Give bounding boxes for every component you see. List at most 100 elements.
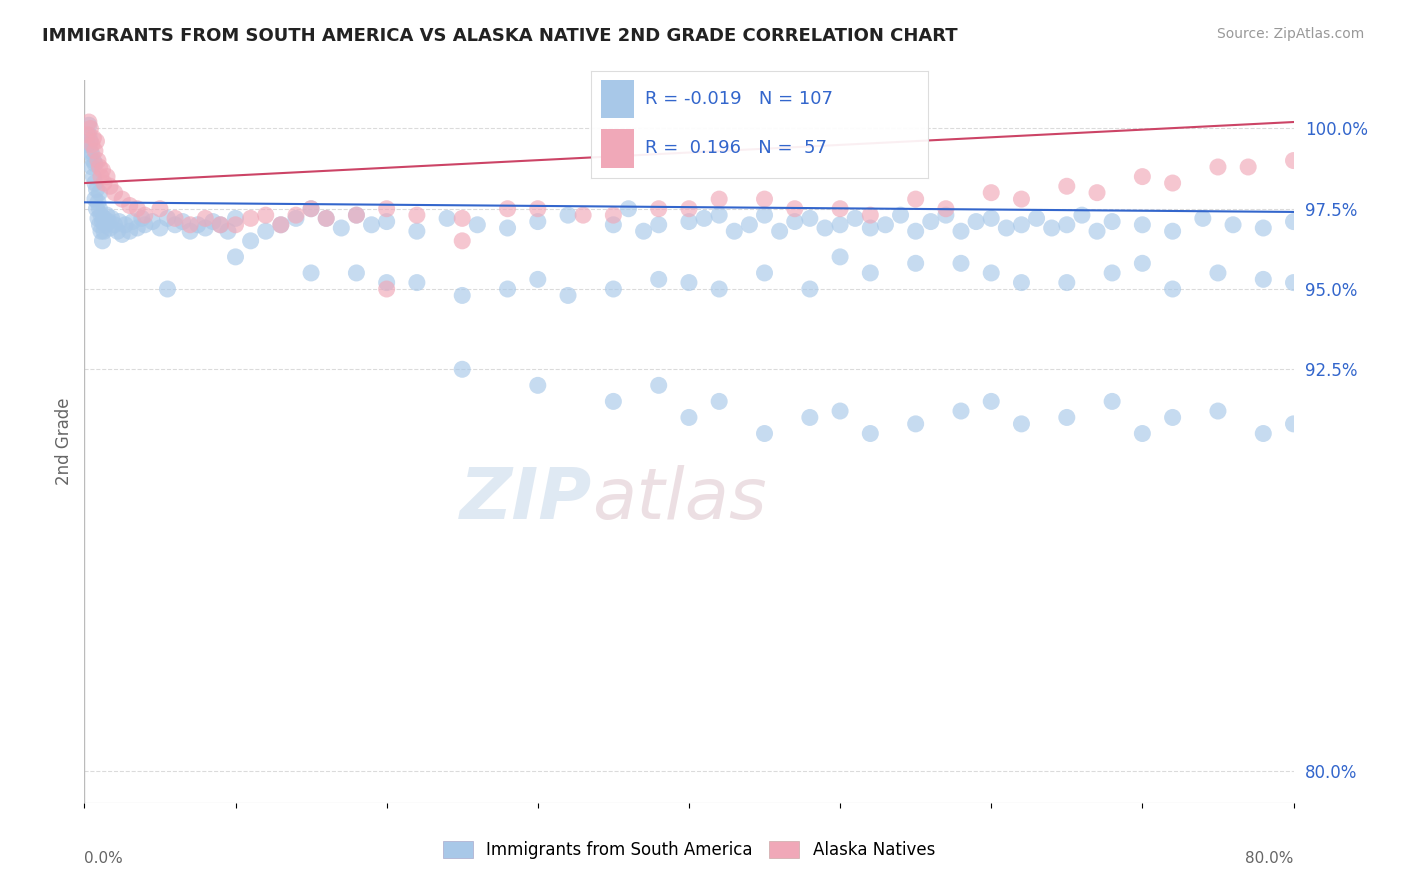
Point: [467, 218, 489, 232]
Point: [134, 218, 156, 232]
Point: [557, 208, 579, 222]
Point: [90, 169, 112, 184]
Point: [1253, 221, 1275, 235]
Point: [572, 208, 595, 222]
Point: [187, 218, 209, 232]
Point: [87, 211, 110, 226]
Point: [80, 137, 103, 152]
Point: [209, 218, 232, 232]
Point: [127, 202, 149, 216]
Point: [875, 218, 897, 232]
Point: [346, 208, 368, 222]
Point: [1071, 208, 1094, 222]
Point: [360, 218, 382, 232]
Point: [127, 221, 149, 235]
Point: [104, 186, 127, 200]
Point: [648, 202, 671, 216]
Point: [648, 272, 671, 286]
Text: Source: ZipAtlas.com: Source: ZipAtlas.com: [1216, 27, 1364, 41]
Point: [239, 211, 262, 226]
Point: [1101, 394, 1123, 409]
Point: [754, 192, 776, 206]
Point: [648, 378, 671, 392]
Point: [86, 134, 108, 148]
Point: [723, 224, 745, 238]
Point: [76, 137, 98, 152]
Point: [830, 202, 852, 216]
Point: [451, 362, 474, 376]
Point: [1132, 256, 1154, 270]
Point: [451, 234, 474, 248]
Point: [1011, 417, 1033, 431]
Point: [1056, 410, 1078, 425]
Point: [270, 218, 292, 232]
Point: [799, 410, 821, 425]
Point: [89, 218, 111, 232]
Point: [225, 250, 247, 264]
Point: [602, 394, 624, 409]
Point: [225, 218, 247, 232]
Point: [254, 208, 277, 222]
Point: [111, 192, 134, 206]
Point: [86, 182, 108, 196]
Point: [527, 272, 550, 286]
Point: [84, 157, 107, 171]
Point: [980, 211, 1002, 226]
Bar: [600, 129, 634, 168]
Point: [1206, 404, 1229, 418]
Point: [602, 218, 624, 232]
Point: [315, 211, 337, 226]
Point: [557, 288, 579, 302]
Point: [114, 218, 136, 232]
Point: [904, 224, 927, 238]
Point: [769, 224, 792, 238]
Point: [96, 169, 118, 184]
Point: [830, 404, 852, 418]
Point: [96, 208, 118, 222]
Point: [1011, 192, 1033, 206]
Point: [1161, 224, 1184, 238]
Point: [107, 224, 129, 238]
Point: [91, 234, 114, 248]
Point: [783, 214, 806, 228]
Point: [859, 266, 882, 280]
Point: [617, 202, 640, 216]
Point: [950, 404, 973, 418]
Point: [375, 214, 398, 228]
Point: [602, 282, 624, 296]
Point: [678, 202, 700, 216]
Point: [98, 179, 121, 194]
Point: [451, 288, 474, 302]
Point: [678, 410, 700, 425]
Text: 0.0%: 0.0%: [84, 851, 124, 866]
Point: [799, 282, 821, 296]
Point: [79, 134, 101, 148]
Point: [194, 211, 217, 226]
Point: [904, 256, 927, 270]
Point: [406, 276, 429, 290]
Point: [709, 208, 731, 222]
Point: [436, 211, 458, 226]
Point: [1132, 426, 1154, 441]
Point: [111, 227, 134, 242]
Point: [179, 218, 201, 232]
Point: [156, 282, 179, 296]
Point: [90, 224, 112, 238]
Text: IMMIGRANTS FROM SOUTH AMERICA VS ALASKA NATIVE 2ND GRADE CORRELATION CHART: IMMIGRANTS FROM SOUTH AMERICA VS ALASKA …: [42, 27, 957, 45]
Point: [77, 128, 100, 142]
Point: [1056, 179, 1078, 194]
Point: [77, 115, 100, 129]
Point: [1253, 272, 1275, 286]
Point: [93, 211, 115, 226]
Point: [90, 208, 112, 222]
Point: [496, 221, 519, 235]
Point: [830, 218, 852, 232]
Point: [678, 214, 700, 228]
Point: [87, 195, 110, 210]
Point: [602, 208, 624, 222]
Point: [648, 218, 671, 232]
Text: 80.0%: 80.0%: [1246, 851, 1294, 866]
Point: [1192, 211, 1215, 226]
Point: [633, 224, 655, 238]
Point: [738, 218, 761, 232]
